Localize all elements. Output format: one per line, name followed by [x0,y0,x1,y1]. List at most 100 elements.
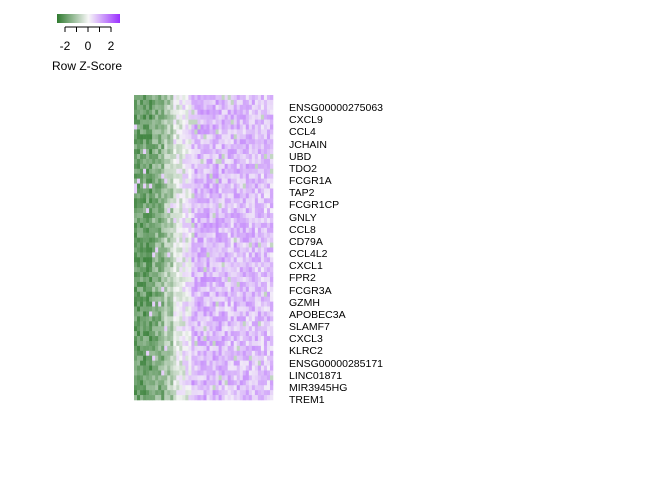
heatmap-cell [158,227,162,234]
heatmap-cell [257,188,262,194]
heatmap-cell [152,360,156,366]
heatmap-cell [230,154,235,160]
heatmap-cell [197,267,201,273]
heatmap-cell [164,385,168,391]
heatmap-cell [212,395,216,401]
heatmap-cell [161,286,165,293]
heatmap-cell [263,104,268,111]
heatmap-cell [185,365,189,371]
heatmap-cell [251,281,256,288]
heatmap-cell [143,237,147,243]
heatmap-cell [233,183,238,189]
heatmap-cell [230,168,235,175]
heatmap-cell [260,326,265,332]
heatmap-cell [260,370,265,376]
heatmap-cell [149,345,153,352]
heatmap-cell [221,375,225,381]
heatmap-cell [173,326,177,332]
heatmap-cell [197,232,201,238]
heatmap-cell [197,306,201,312]
heatmap-cell [203,203,207,209]
heatmap-cell [155,227,159,234]
heatmap-cell [191,257,195,263]
heatmap-cell [170,252,174,258]
heatmap-cell [137,380,141,386]
heatmap-cell [254,326,259,332]
heatmap-cell [257,124,262,130]
heatmap-cell [164,336,168,342]
heatmap-cell [257,370,262,376]
heatmap-cell [185,252,189,258]
heatmap-cell [161,242,165,248]
heatmap-cell [203,178,207,184]
heatmap-cell [167,350,171,357]
heatmap-cell [218,95,222,101]
heatmap-cell [152,257,156,263]
heatmap-cell [209,95,213,101]
heatmap-cell [269,370,274,376]
heatmap-cell [209,247,213,253]
heatmap-cell [176,375,180,381]
heatmap-cell [194,355,198,361]
heatmap-cell [206,311,210,317]
heatmap-cell [137,203,141,209]
heatmap-cell [143,232,147,238]
heatmap-cell [230,188,235,194]
heatmap-cell [224,183,228,189]
heatmap-cell [221,380,225,386]
heatmap-cell [233,158,238,165]
heatmap-cell [176,321,180,327]
heatmap-cell [221,321,225,327]
heatmap-cell [164,183,168,189]
heatmap-cell [245,350,250,357]
heatmap-cell [251,95,256,101]
heatmap-cell [233,385,238,391]
row-label: JCHAIN [289,138,327,151]
heatmap-cell [206,340,210,347]
heatmap-cell [212,316,216,322]
heatmap-cell [200,227,204,234]
heatmap-cell [185,149,189,155]
heatmap-cell [170,129,174,135]
row-label: FPR2 [289,272,316,285]
heatmap-cell [257,355,262,361]
heatmap-cell [155,232,159,238]
heatmap-cell [170,139,174,145]
heatmap-cell [176,380,180,386]
heatmap-cell [239,350,244,357]
heatmap-cell [206,134,210,140]
heatmap-cell [167,208,171,214]
heatmap-cell [134,168,138,175]
heatmap-cell [254,375,259,381]
heatmap-cell [137,257,141,263]
heatmap-cell [233,390,238,396]
heatmap-cell [245,242,250,248]
heatmap-cell [203,124,207,130]
heatmap-cell [254,154,259,160]
heatmap-cell [257,217,262,224]
heatmap-cell [257,291,262,297]
heatmap-cell [266,149,271,155]
heatmap-cell [251,380,256,386]
heatmap-cell [191,208,195,214]
heatmap-cell [251,183,256,189]
heatmap-cell [218,242,222,248]
heatmap-cell [239,227,244,234]
heatmap-cell [167,188,171,194]
heatmap-cell [176,395,180,401]
heatmap-cell [248,232,253,238]
heatmap-cell [254,124,259,130]
heatmap-cell [143,188,147,194]
heatmap-cell [269,355,274,361]
heatmap-cell [233,95,238,101]
heatmap-cell [164,213,168,219]
heatmap-cell [161,306,165,312]
heatmap-cell [149,149,153,155]
heatmap-cell [164,380,168,386]
heatmap-cell [215,380,219,386]
heatmap-cell [236,385,241,391]
key-tick-label-0: 0 [84,39,92,53]
heatmap-cell [143,257,147,263]
heatmap-cell [200,99,204,106]
heatmap-cell [245,178,250,184]
